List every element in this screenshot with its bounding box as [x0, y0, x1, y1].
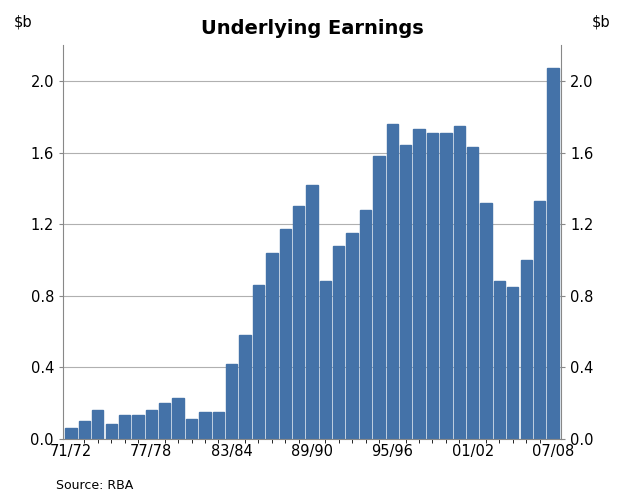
Bar [534, 201, 545, 439]
Bar [507, 287, 519, 439]
Bar [66, 428, 77, 439]
Bar [105, 424, 117, 439]
Bar [159, 403, 170, 439]
Bar [427, 133, 438, 439]
Bar [319, 281, 331, 439]
Bar [79, 421, 90, 439]
Title: Underlying Earnings: Underlying Earnings [201, 19, 423, 38]
Bar [92, 410, 104, 439]
Bar [213, 412, 224, 439]
Bar [400, 145, 411, 439]
Bar [373, 156, 384, 439]
Bar [240, 335, 251, 439]
Bar [253, 285, 264, 439]
Bar [266, 252, 278, 439]
Bar [520, 260, 532, 439]
Bar [226, 364, 237, 439]
Text: $b: $b [592, 14, 610, 30]
Bar [480, 203, 492, 439]
Bar [172, 398, 184, 439]
Text: Source: RBA: Source: RBA [56, 479, 134, 492]
Bar [132, 415, 144, 439]
Bar [414, 129, 425, 439]
Bar [467, 147, 479, 439]
Bar [547, 69, 558, 439]
Bar [306, 185, 318, 439]
Bar [199, 412, 210, 439]
Bar [293, 206, 305, 439]
Bar [360, 210, 371, 439]
Bar [119, 415, 130, 439]
Bar [454, 125, 465, 439]
Bar [346, 233, 358, 439]
Bar [494, 281, 505, 439]
Bar [387, 124, 398, 439]
Bar [440, 133, 452, 439]
Bar [145, 410, 157, 439]
Text: $b: $b [14, 14, 32, 30]
Bar [333, 246, 344, 439]
Bar [186, 419, 197, 439]
Bar [280, 229, 291, 439]
